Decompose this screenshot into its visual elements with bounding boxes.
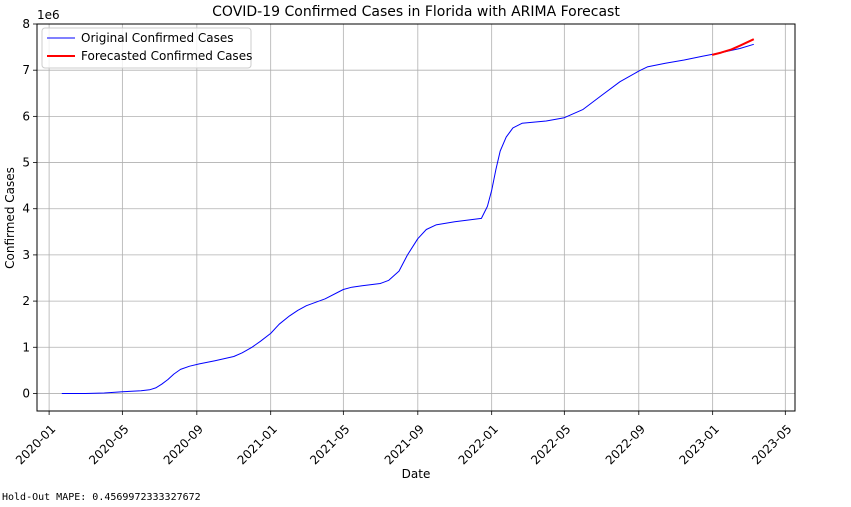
x-tick-label: 2021-05 <box>307 422 352 467</box>
legend-label-original: Original Confirmed Cases <box>81 31 234 45</box>
y-tick-label: 5 <box>22 156 30 170</box>
x-tick-label: 2020-05 <box>86 422 131 467</box>
x-tick-label: 2023-05 <box>749 422 794 467</box>
chart-title: COVID-19 Confirmed Cases in Florida with… <box>212 4 620 20</box>
y-tick-label: 3 <box>22 248 30 262</box>
y-tick-label: 8 <box>22 17 30 31</box>
mape-readout: Hold-Out MAPE: 0.4569972333327672 <box>2 492 201 503</box>
original-cases-line <box>61 43 754 394</box>
plot-frame <box>36 23 796 412</box>
legend-box <box>41 27 252 69</box>
plot-background <box>37 24 795 411</box>
y-tick-label: 2 <box>22 294 30 308</box>
series-lines <box>61 38 755 394</box>
x-tick-label: 2022-09 <box>603 422 648 467</box>
x-tick-label: 2022-01 <box>456 422 501 467</box>
y-axis-label: Confirmed Cases <box>3 167 17 269</box>
x-tick-label: 2021-01 <box>235 422 280 467</box>
legend-label-forecast: Forecasted Confirmed Cases <box>81 49 252 63</box>
y-tick-label: 7 <box>22 63 30 77</box>
x-tick-label: 2022-05 <box>528 422 573 467</box>
y-tick-label: 1 <box>22 340 30 354</box>
x-tick-label: 2021-09 <box>382 422 427 467</box>
y-tick-label: 0 <box>22 386 30 400</box>
y-scale-label: 1e6 <box>37 8 60 22</box>
x-axis-label: Date <box>402 467 431 481</box>
chart: 0 1 2 3 4 5 6 7 8 2020-01 2020-05 2020-09 2021-01 202… <box>3 4 796 481</box>
forecast-cases-line <box>711 38 755 56</box>
y-tick-label: 6 <box>22 109 30 123</box>
x-tick-label: 2020-01 <box>13 422 58 467</box>
y-tick-label: 4 <box>22 202 30 216</box>
grid-lines <box>37 23 795 411</box>
legend: Original Confirmed Cases Forecasted Conf… <box>41 27 252 69</box>
x-tick-label: 2020-09 <box>161 422 206 467</box>
x-tick-label: 2023-01 <box>677 422 722 467</box>
